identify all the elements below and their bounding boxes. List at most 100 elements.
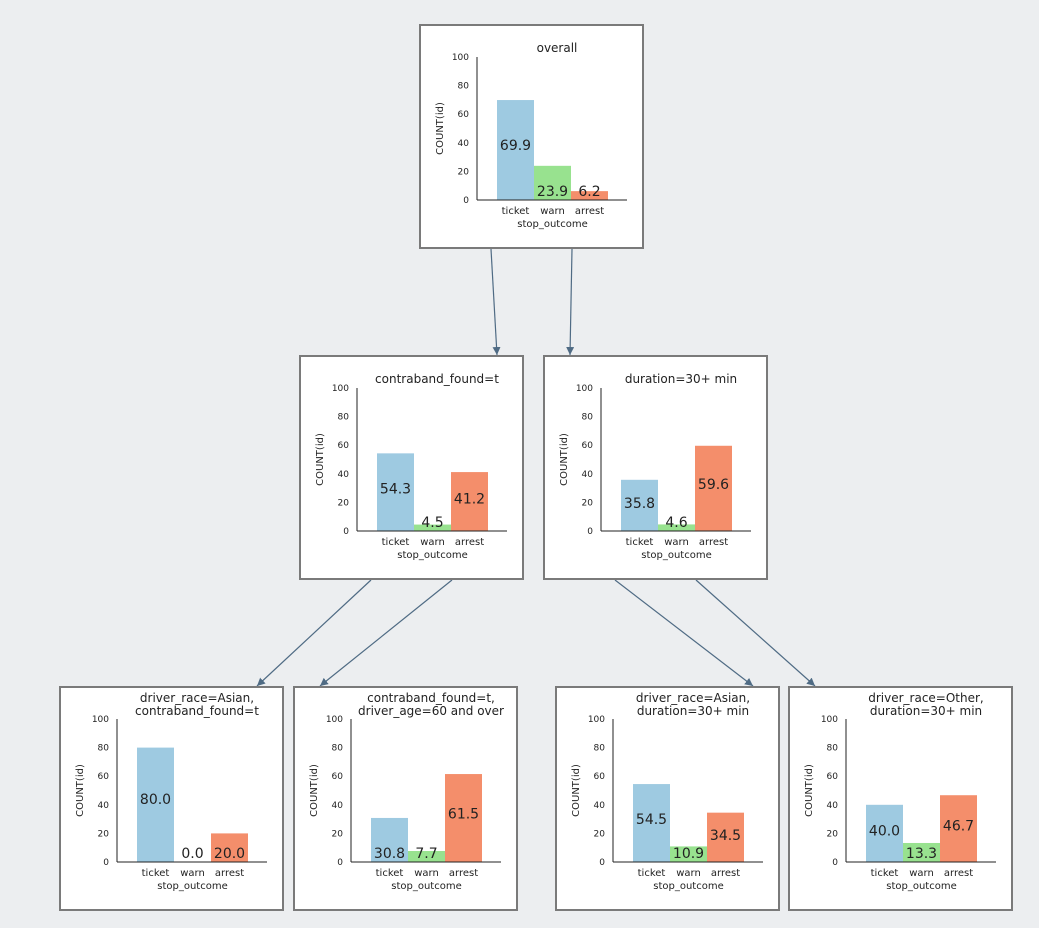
- bar-warn: [658, 524, 695, 531]
- edge-duration-to-asian-duration: [614, 579, 754, 687]
- bar-ticket: [621, 479, 658, 531]
- bar-warn: [414, 524, 451, 531]
- node-duration[interactable]: duration=30+ min 0 20 40 60 80 100 COUNT(id) 35.…: [543, 355, 768, 580]
- data-label: 59.6: [698, 477, 729, 493]
- bar-ticket: [866, 804, 903, 862]
- chart-title: duration=30+ min: [625, 372, 737, 386]
- bar-chart: driver_race=Asian,duration=30+ min 0 20 40 6…: [571, 691, 763, 892]
- data-label: 69.9: [500, 138, 531, 154]
- bar-ticket: [377, 453, 414, 531]
- y-tick-label: 20: [98, 829, 110, 839]
- data-label: 54.3: [380, 481, 411, 497]
- bar-ticket: [497, 100, 534, 200]
- data-label: 0.0: [181, 846, 203, 862]
- x-axis-title: stop_outcome: [397, 550, 467, 561]
- x-tick-label: arrest: [455, 537, 484, 548]
- y-axis-title: COUNT(id): [75, 764, 86, 817]
- bar-warn: [534, 165, 571, 200]
- bar-warn: [408, 850, 445, 862]
- y-tick-label: 40: [338, 470, 350, 480]
- y-tick-label: 20: [458, 167, 470, 177]
- bar-arrest: [707, 812, 744, 862]
- y-tick-label: 0: [587, 527, 593, 537]
- bar-arrest: [571, 191, 608, 200]
- x-tick-label: ticket: [638, 868, 666, 879]
- data-label: 4.6: [665, 515, 687, 531]
- x-tick-label: warn: [909, 868, 934, 879]
- bar-ticket: [137, 747, 174, 862]
- chart-title: contraband_found=t,: [367, 691, 495, 705]
- bar-chart: contraband_found=t,driver_age=60 and ove…: [309, 691, 504, 892]
- y-tick-label: 80: [594, 744, 606, 754]
- x-tick-label: warn: [540, 206, 565, 217]
- x-axis-title: stop_outcome: [886, 881, 956, 892]
- y-tick-label: 20: [594, 829, 606, 839]
- data-label: 41.2: [454, 492, 485, 508]
- bar-arrest: [695, 445, 732, 531]
- y-tick-label: 0: [463, 196, 469, 206]
- edge-duration-to-other-duration: [695, 579, 816, 687]
- chart-title: contraband_found=t: [375, 372, 499, 386]
- y-tick-label: 100: [452, 53, 469, 63]
- y-tick-label: 40: [827, 801, 839, 811]
- y-axis-title: COUNT(id): [804, 764, 815, 817]
- data-label: 34.5: [710, 828, 741, 844]
- data-label: 7.7: [415, 846, 437, 862]
- bar-chart: driver_race=Other,duration=30+ min 0 20 40 6…: [804, 691, 996, 892]
- chart-title: contraband_found=t: [135, 704, 259, 718]
- bar-ticket: [633, 784, 670, 862]
- bar-arrest: [445, 774, 482, 862]
- bar-chart: contraband_found=t 0 20 40 60 80 100 COUNT(id) 5…: [315, 372, 507, 561]
- y-tick-label: 100: [821, 715, 838, 725]
- y-tick-label: 40: [594, 801, 606, 811]
- node-other-duration[interactable]: driver_race=Other, duration=30+ min 0 20 40 6…: [788, 686, 1013, 911]
- node-overall[interactable]: overall 0 20 40 60 80 100 COUNT(id) 69.9 23.9 6.2 t…: [419, 24, 644, 249]
- y-axis-title: COUNT(id): [309, 764, 320, 817]
- x-tick-label: warn: [414, 868, 439, 879]
- x-tick-label: arrest: [711, 868, 740, 879]
- data-label: 54.5: [636, 812, 667, 828]
- chart-title: driver_age=60 and over: [358, 704, 504, 718]
- chart-title: duration=30+ min: [870, 704, 982, 718]
- x-tick-label: arrest: [699, 537, 728, 548]
- y-tick-label: 80: [338, 413, 350, 423]
- node-asian-contraband[interactable]: driver_race=Asian, contraband_found=t 0 20 4…: [59, 686, 284, 911]
- y-tick-label: 100: [326, 715, 343, 725]
- y-tick-label: 80: [98, 744, 110, 754]
- y-tick-label: 0: [832, 858, 838, 868]
- y-tick-label: 0: [599, 858, 605, 868]
- x-tick-label: warn: [664, 537, 689, 548]
- y-tick-label: 60: [458, 110, 470, 120]
- y-tick-label: 60: [338, 441, 350, 451]
- node-contraband-found[interactable]: contraband_found=t 0 20 40 60 80 100 COUNT(id) 5…: [299, 355, 524, 580]
- data-label: 13.3: [906, 846, 937, 862]
- data-label: 6.2: [578, 184, 600, 200]
- y-tick-label: 60: [332, 772, 344, 782]
- edge-overall-to-contraband: [490, 248, 501, 356]
- bar-chart: overall 0 20 40 60 80 100 COUNT(id) 69.9 23.9 6.2 t…: [435, 41, 627, 230]
- edge-contraband-to-asian-contraband: [256, 579, 372, 687]
- node-asian-duration[interactable]: driver_race=Asian, duration=30+ min 0 20 40 6…: [555, 686, 780, 911]
- x-axis-title: stop_outcome: [391, 881, 461, 892]
- x-tick-label: arrest: [944, 868, 973, 879]
- data-label: 4.5: [421, 515, 443, 531]
- edge-contraband-to-contraband-age60: [319, 579, 453, 687]
- y-tick-label: 0: [103, 858, 109, 868]
- x-axis-title: stop_outcome: [653, 881, 723, 892]
- x-tick-label: arrest: [575, 206, 604, 217]
- y-tick-label: 20: [332, 829, 344, 839]
- y-tick-label: 0: [337, 858, 343, 868]
- data-label: 61.5: [448, 807, 479, 823]
- y-tick-label: 80: [332, 744, 344, 754]
- data-label: 10.9: [673, 846, 704, 862]
- x-tick-label: ticket: [502, 206, 530, 217]
- y-tick-label: 40: [98, 801, 110, 811]
- y-tick-label: 40: [332, 801, 344, 811]
- bar-chart: duration=30+ min 0 20 40 60 80 100 COUNT(id) 35.…: [559, 372, 751, 561]
- y-tick-label: 40: [458, 139, 470, 149]
- y-tick-label: 100: [332, 384, 349, 394]
- bar-chart: driver_race=Asian,contraband_found=t 0 20 4…: [75, 691, 267, 892]
- y-axis-title: COUNT(id): [559, 433, 570, 486]
- chart-title: driver_race=Asian,: [140, 691, 254, 705]
- node-contraband-age60[interactable]: contraband_found=t, driver_age=60 and ove…: [293, 686, 518, 911]
